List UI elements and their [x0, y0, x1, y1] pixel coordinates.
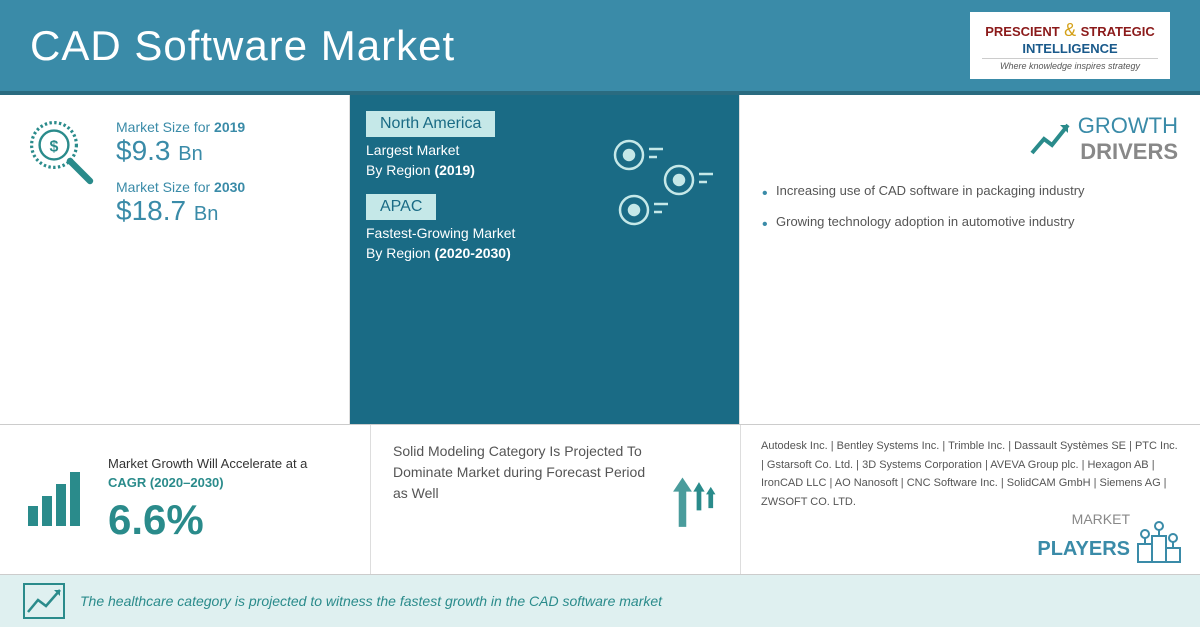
drivers-title-growth: GROWTH: [1078, 113, 1178, 138]
cagr-panel: Market Growth Will Accelerate at a CAGR …: [0, 425, 370, 574]
podium-icon: [1134, 514, 1188, 564]
header: CAD Software Market PRESCIENT & STRATEGI…: [0, 0, 1200, 95]
drivers-list: Increasing use of CAD software in packag…: [762, 181, 1178, 233]
cagr-value: 6.6%: [108, 496, 348, 544]
market-size-text: Market Size for 2019 $9.3 Bn Market Size…: [116, 113, 245, 239]
growth-arrow-icon: [1026, 115, 1074, 163]
driver-item: Growing technology adoption in automotiv…: [762, 212, 1178, 233]
main-row: $ Market Size for 2019 $9.3 Bn Market Si…: [0, 95, 1200, 425]
footer-text: The healthcare category is projected to …: [80, 592, 662, 610]
drivers-title-drivers: DRIVERS: [1080, 139, 1178, 164]
logo-tagline: Where knowledge inspires strategy: [982, 58, 1158, 71]
infographic-container: CAD Software Market PRESCIENT & STRATEGI…: [0, 0, 1200, 600]
players-label: MARKET PLAYERS: [1037, 508, 1130, 566]
drivers-panel: GROWTH DRIVERS Increasing use of CAD sof…: [740, 95, 1200, 424]
players-list: Autodesk Inc. | Bentley Systems Inc. | T…: [761, 437, 1180, 512]
page-title: CAD Software Market: [30, 22, 455, 70]
arrows-up-icon: [666, 441, 718, 561]
drivers-header: GROWTH DRIVERS: [762, 113, 1178, 165]
row2: Market Growth Will Accelerate at a CAGR …: [0, 425, 1200, 575]
driver-item: Increasing use of CAD software in packag…: [762, 181, 1178, 202]
footer-banner: The healthcare category is projected to …: [0, 575, 1200, 627]
logo-ampersand: &: [1064, 20, 1076, 40]
region-tag-na: North America: [366, 111, 495, 137]
map-pins-icon: [599, 125, 719, 250]
brand-logo: PRESCIENT & STRATEGIC INTELLIGENCE Where…: [970, 12, 1170, 79]
chart-line-icon: [22, 582, 66, 620]
svg-text:$: $: [50, 138, 59, 155]
bar-chart-icon: [22, 462, 92, 537]
magnify-dollar-icon: $: [22, 113, 102, 193]
players-panel: Autodesk Inc. | Bentley Systems Inc. | T…: [740, 425, 1200, 574]
cagr-text: Market Growth Will Accelerate at a CAGR …: [108, 455, 348, 543]
ms-label-2019: Market Size for 2019: [116, 119, 245, 135]
logo-word3: INTELLIGENCE: [982, 41, 1158, 56]
logo-word2: STRATEGIC: [1081, 24, 1155, 39]
ms-value-2019: $9.3 Bn: [116, 135, 245, 167]
logo-word1: PRESCIENT: [985, 24, 1059, 39]
market-size-panel: $ Market Size for 2019 $9.3 Bn Market Si…: [0, 95, 350, 424]
solid-modeling-panel: Solid Modeling Category Is Projected To …: [370, 425, 740, 574]
ms-value-2030: $18.7 Bn: [116, 195, 245, 227]
solid-modeling-text: Solid Modeling Category Is Projected To …: [393, 441, 654, 504]
region-panel: North America Largest Market By Region (…: [350, 95, 740, 424]
region-tag-apac: APAC: [366, 194, 436, 220]
ms-label-2030: Market Size for 2030: [116, 179, 245, 195]
